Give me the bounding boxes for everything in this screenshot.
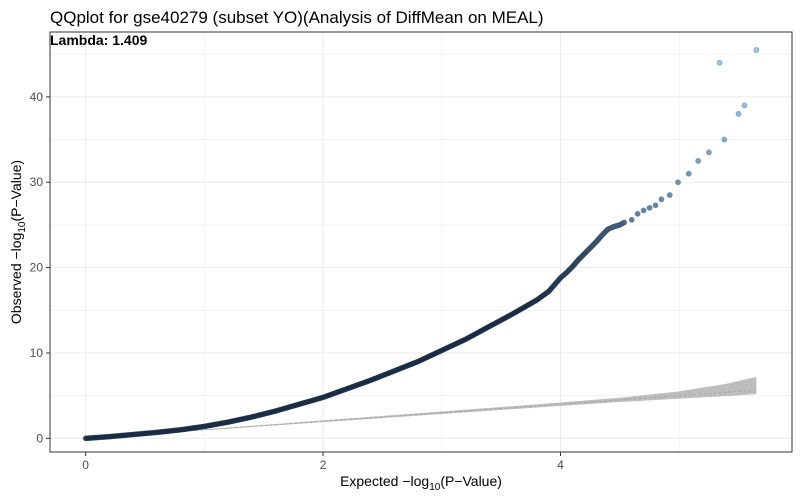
data-points — [82, 47, 760, 442]
chart-title: QQplot for gse40279 (subset YO)(Analysis… — [50, 8, 544, 27]
data-point — [628, 216, 635, 223]
data-point — [646, 204, 653, 211]
x-axis-title-prefix: Expected −log — [340, 473, 429, 489]
y-tick-label: 30 — [30, 175, 44, 189]
y-tick-label: 10 — [30, 346, 44, 360]
data-point — [705, 149, 712, 156]
reference-band — [85, 376, 757, 439]
data-point — [685, 170, 692, 177]
data-point — [675, 179, 681, 186]
data-point — [716, 59, 723, 66]
data-point — [640, 207, 647, 214]
y-tick-label: 40 — [30, 90, 44, 104]
panel-border — [49, 31, 793, 453]
data-point — [741, 102, 748, 109]
y-axis-ticks: 0 10 20 30 40 — [30, 90, 50, 445]
y-axis-title-sub: 10 — [17, 221, 28, 233]
data-point — [753, 47, 760, 53]
x-tick-label: 0 — [82, 458, 89, 472]
x-axis-title-suffix: (P−Value) — [440, 473, 502, 489]
y-tick-label: 0 — [36, 431, 43, 445]
x-axis-title: Expected −log10(P−Value) — [340, 473, 502, 493]
identity-line — [85, 389, 757, 439]
data-point — [621, 219, 628, 226]
y-axis-title-suffix: (P−Value) — [8, 160, 24, 222]
data-point — [652, 202, 659, 209]
data-point — [634, 210, 641, 217]
data-point — [721, 136, 728, 143]
y-tick-label: 20 — [30, 261, 44, 275]
x-tick-label: 2 — [320, 458, 327, 472]
data-point — [666, 192, 673, 198]
data-point — [658, 196, 665, 203]
x-axis-ticks: 0 2 4 — [82, 452, 564, 472]
data-point — [735, 111, 742, 117]
grid-lines — [50, 32, 792, 452]
x-axis-title-sub: 10 — [429, 482, 441, 493]
y-axis-title: Observed −log10(P−Value) — [8, 160, 28, 324]
data-point — [695, 158, 702, 164]
y-axis-title-prefix: Observed −log — [8, 233, 24, 324]
lambda-annotation: Lambda: 1.409 — [50, 32, 147, 48]
x-tick-label: 4 — [557, 458, 564, 472]
